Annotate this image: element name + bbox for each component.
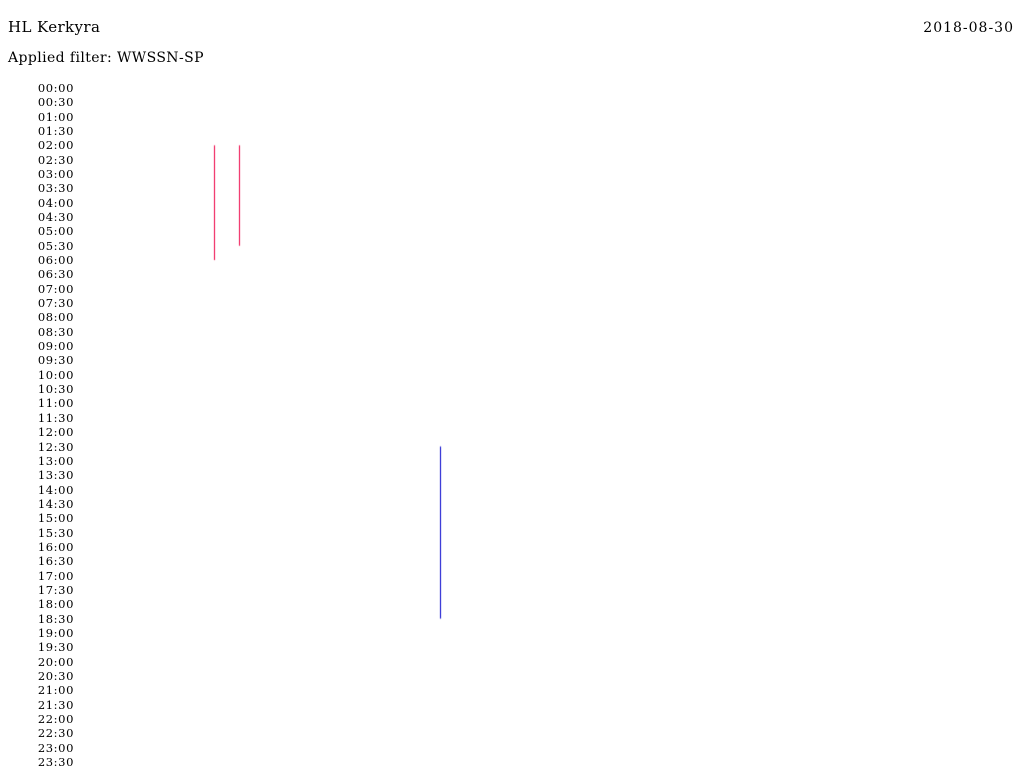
time-label: 08:30 <box>37 324 74 339</box>
time-label: 22:30 <box>37 726 74 741</box>
time-label: 02:00 <box>37 138 74 153</box>
time-label: 15:00 <box>37 511 74 526</box>
time-label: 19:30 <box>37 640 74 655</box>
applied-filter-label: Applied filter: WWSSN-SP <box>8 50 204 66</box>
time-label: 00:30 <box>37 95 74 110</box>
time-label: 08:00 <box>37 310 74 325</box>
time-label: 18:00 <box>37 597 74 612</box>
time-label: 04:00 <box>37 195 74 210</box>
time-label: 01:30 <box>37 124 74 139</box>
time-label: 20:00 <box>37 654 74 669</box>
time-label: 11:00 <box>37 396 74 411</box>
time-label: 16:30 <box>37 554 74 569</box>
time-label: 20:30 <box>37 668 74 683</box>
time-label: 07:30 <box>37 296 74 311</box>
time-label: 09:00 <box>37 339 74 354</box>
time-label: 21:00 <box>37 683 74 698</box>
page-title: HL Kerkyra <box>8 18 101 36</box>
time-label: 07:00 <box>37 281 74 296</box>
time-label: 12:00 <box>37 425 74 440</box>
time-label: 09:30 <box>37 353 74 368</box>
time-label: 16:00 <box>37 539 74 554</box>
time-label: 05:30 <box>37 238 74 253</box>
helicorder-plot: 00:00 00:30 01:00 01:30 02:00 02:30 03:00 03:30… <box>0 76 1024 776</box>
time-label: 22:00 <box>37 711 74 726</box>
record-date: 2018-08-30 <box>923 20 1014 36</box>
time-label: 23:30 <box>37 754 74 769</box>
time-axis-labels: 00:00 00:30 01:00 01:30 02:00 02:30 03:00 03:30… <box>0 76 1024 776</box>
time-label: 06:00 <box>37 253 74 268</box>
time-label: 06:30 <box>37 267 74 282</box>
time-label: 12:30 <box>37 439 74 454</box>
time-label: 04:30 <box>37 210 74 225</box>
time-label: 13:00 <box>37 453 74 468</box>
time-label: 03:30 <box>37 181 74 196</box>
time-label: 01:00 <box>37 109 74 124</box>
time-label: 02:30 <box>37 152 74 167</box>
time-label: 19:00 <box>37 625 74 640</box>
time-label: 10:30 <box>37 382 74 397</box>
time-label: 13:30 <box>37 468 74 483</box>
time-label: 14:00 <box>37 482 74 497</box>
time-label: 17:00 <box>37 568 74 583</box>
time-label: 10:00 <box>37 367 74 382</box>
time-label: 21:30 <box>37 697 74 712</box>
time-label: 18:30 <box>37 611 74 626</box>
seismogram-traces <box>0 76 1024 776</box>
time-label: 17:30 <box>37 582 74 597</box>
time-label: 05:00 <box>37 224 74 239</box>
time-label: 11:30 <box>37 410 74 425</box>
time-label: 00:00 <box>37 81 74 95</box>
time-label: 23:00 <box>37 740 74 755</box>
time-label: 15:30 <box>37 525 74 540</box>
time-label: 03:00 <box>37 167 74 182</box>
time-label: 14:30 <box>37 496 74 511</box>
